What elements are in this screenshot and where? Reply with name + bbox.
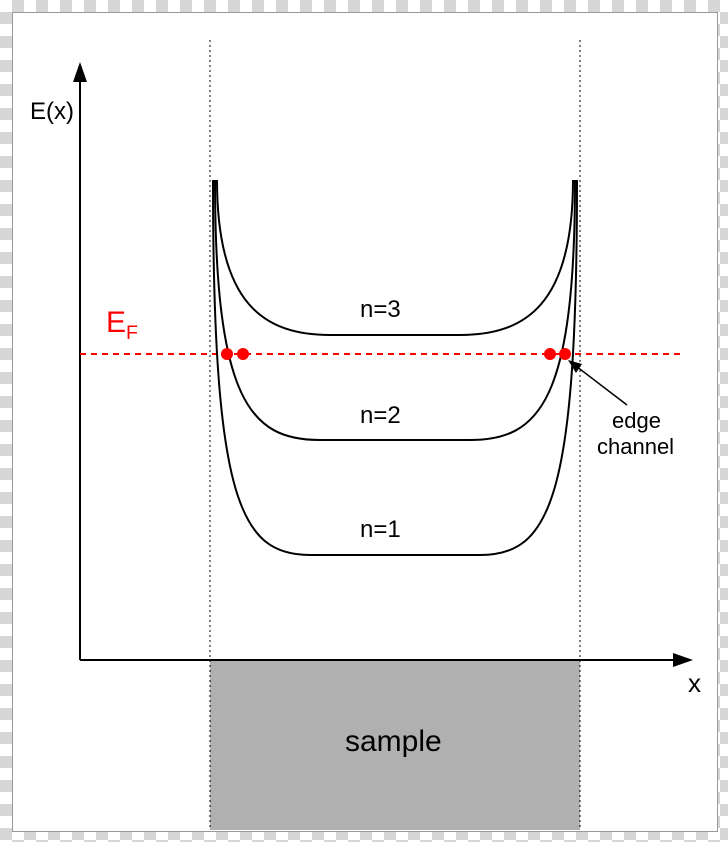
fermi-label-main: E	[106, 306, 126, 339]
edge-channel-arrow	[572, 363, 627, 405]
x-axis-arrow	[673, 653, 693, 667]
sample-label: sample	[345, 725, 442, 759]
curve-label-n2: n=2	[360, 402, 401, 430]
intersection-dot	[544, 348, 556, 360]
y-axis-arrow	[73, 62, 87, 82]
curve-label-n3: n=3	[360, 296, 401, 324]
curve-label-n1: n=1	[360, 516, 401, 544]
y-axis-label: E(x)	[30, 98, 74, 126]
intersection-dot	[559, 348, 571, 360]
edge-channel-label-line1: edge	[612, 408, 661, 434]
x-axis-label: x	[688, 668, 701, 699]
fermi-label-sub: F	[126, 322, 138, 344]
intersection-dot	[221, 348, 233, 360]
fermi-label: EF	[106, 306, 138, 345]
intersection-dot	[237, 348, 249, 360]
edge-channel-label-line2: channel	[597, 434, 674, 460]
curve-n1	[213, 180, 577, 555]
